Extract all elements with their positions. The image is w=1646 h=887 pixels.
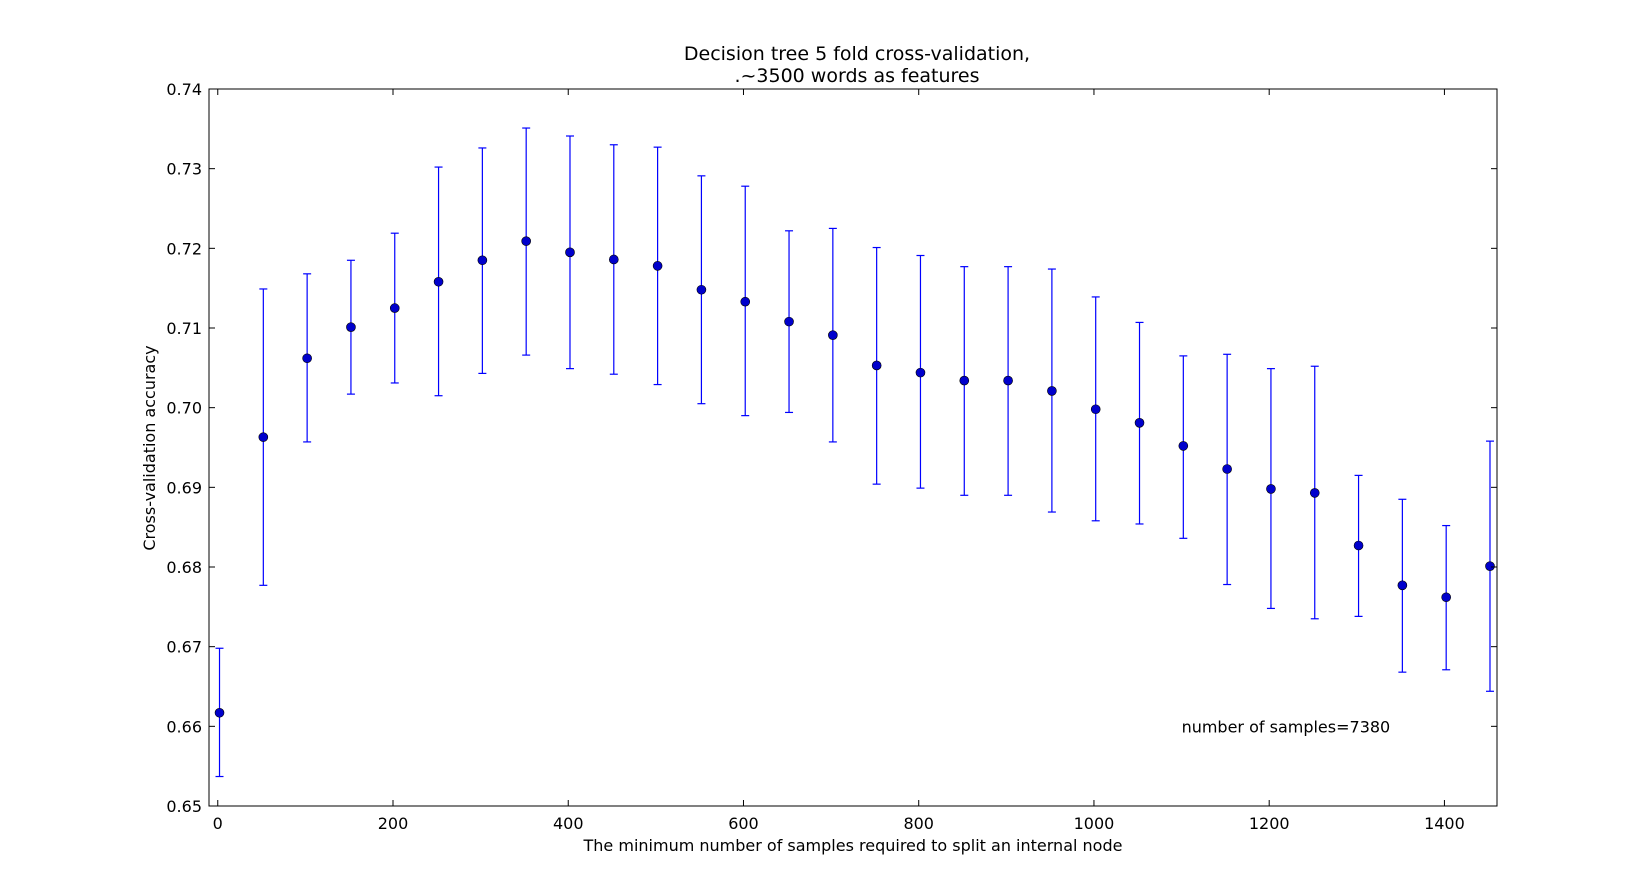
data-point [1178,441,1189,451]
data-point-group [433,166,444,397]
data-point-group [389,232,400,384]
data-point [1003,375,1013,386]
data-point [784,316,794,327]
data-point-group [1178,355,1189,539]
data-point-group [1222,353,1232,586]
data-point [608,254,619,265]
sample-count-annotation: number of samples=7380 [1182,717,1391,736]
data-point-group [1047,268,1057,513]
data-point-group [871,246,882,485]
chart-title-line1: Decision tree 5 fold cross-validation, [684,43,1030,65]
data-point [871,360,882,371]
data-point [828,330,838,340]
data-point-group [1441,524,1451,671]
data-point-group [1003,266,1013,496]
data-point [915,367,926,378]
data-point [214,707,225,718]
data-point-group [740,185,751,417]
x-tick-label: 1000 [1074,814,1115,833]
y-tick-label: 0.71 [166,319,202,338]
data-point-group [828,227,838,443]
y-tick-label: 0.72 [166,239,202,258]
data-point [1090,404,1101,415]
data-point-group [521,127,531,356]
data-point-group [258,288,269,586]
data-point [652,261,663,271]
data-point [1441,592,1451,603]
data-point [302,353,312,364]
y-axis-label: Cross-validation accuracy [140,345,159,550]
data-point [959,375,970,386]
x-tick-label: 600 [728,814,759,833]
data-point [1266,484,1276,494]
data-point-group [302,273,312,443]
data-point [1134,418,1145,428]
chart-title-line2: .~3500 words as features [734,65,979,87]
data-point-group [959,266,970,496]
x-tick-label: 1200 [1249,814,1290,833]
y-tick-label: 0.73 [166,160,202,179]
data-point [477,255,488,266]
data-point [1222,464,1232,474]
x-tick-label: 1400 [1424,814,1465,833]
data-point [258,432,269,442]
data-point-group [1353,474,1364,617]
data-point [521,236,531,246]
data-point [1353,540,1364,551]
data-point-group [1266,368,1276,610]
plot-area [214,127,1495,778]
data-point-group [608,144,619,375]
x-tick-label: 0 [213,814,223,833]
data-point [1047,386,1057,396]
data-point [389,303,400,313]
y-tick-label: 0.70 [166,399,202,418]
data-point-group [1397,498,1408,673]
data-point-group [1309,365,1320,620]
axis-ticks: 0 200 400 600 800 1000 1200 1400 0.65 0.66 0.67 0.6… [166,80,1497,833]
y-tick-label: 0.67 [166,638,202,657]
plot-frame [208,88,1498,807]
x-axis-label: The minimum number of samples required t… [583,836,1123,855]
y-tick-label: 0.69 [166,478,202,497]
data-point-group [784,230,794,414]
data-point-group [652,146,663,386]
x-tick-label: 200 [378,814,409,833]
data-point-group [477,147,488,375]
data-point-group [1134,321,1145,525]
data-point [1397,580,1408,591]
data-point [433,276,444,287]
y-tick-label: 0.65 [166,797,202,816]
data-point-group [1485,440,1495,692]
x-tick-label: 800 [903,814,934,833]
data-point [696,284,707,295]
y-tick-label: 0.68 [166,558,202,577]
data-point [1309,488,1320,498]
y-tick-label: 0.74 [166,80,202,99]
data-point [740,296,751,307]
data-point-group [915,254,926,489]
data-point [1485,561,1495,572]
data-point [565,247,575,258]
data-point-group [696,175,707,405]
data-point-group [214,647,225,778]
data-point-group [346,259,356,395]
y-tick-label: 0.66 [166,717,202,736]
x-tick-label: 400 [553,814,584,833]
data-point-group [565,135,575,370]
data-point-group [1090,296,1101,522]
data-point [346,322,356,333]
